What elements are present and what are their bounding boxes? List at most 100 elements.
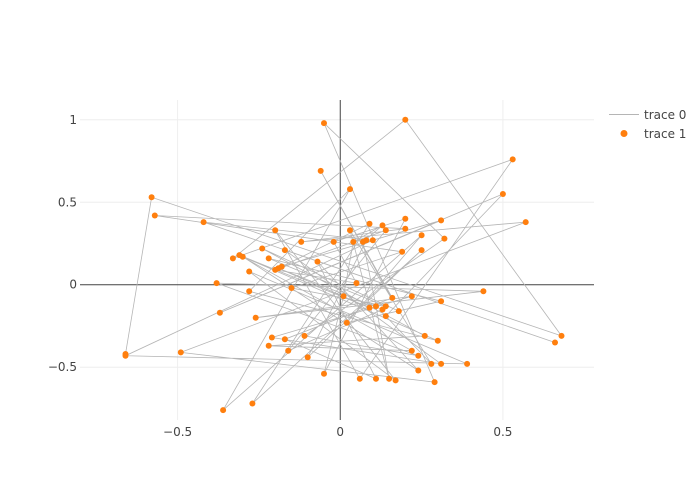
data-point [288,285,295,291]
data-point [246,268,253,275]
data-point [347,227,353,234]
data-point [552,339,558,346]
data-point [379,306,386,313]
data-point [382,227,389,234]
data-point [363,237,370,244]
data-point [402,215,409,222]
data-point [366,304,373,311]
data-point [499,191,506,197]
series-trace-0 [125,119,563,411]
data-point [431,379,438,386]
data-point [330,238,337,245]
data-point [509,156,516,163]
data-point [265,255,272,262]
data-point [340,293,347,300]
data-point [281,247,288,254]
data-point [321,120,327,127]
data-point [122,352,129,359]
data-point [343,319,350,326]
data-point [272,266,279,273]
data-point [298,238,305,245]
data-point [402,225,409,232]
data-point [281,336,288,343]
data-point [373,375,379,382]
x-tick-label: −0.5 [163,425,192,439]
y-tick-labels: −0.5 0 0.5 1 [48,113,77,374]
data-point [418,232,425,239]
data-point [272,227,279,234]
data-point [415,367,422,374]
data-point [438,217,445,224]
data-point [246,288,253,295]
data-point [259,245,266,252]
data-point [386,375,393,382]
data-point [353,280,360,287]
data-point [151,212,158,219]
data-point [369,237,376,244]
data-point [408,347,415,354]
y-tick-label: −0.5 [48,360,77,374]
traces [122,116,565,414]
y-tick-label: 0 [69,278,77,292]
data-point [148,194,155,201]
data-point [278,263,285,270]
data-point [438,298,445,305]
data-point [408,293,415,300]
data-point [480,288,487,295]
legend-label-trace-1: trace 1 [644,127,686,141]
data-point [249,400,256,407]
data-point [265,342,272,349]
legend-item-trace-1[interactable]: trace 1 [620,127,687,141]
data-point [522,219,529,226]
data-point [464,360,471,367]
data-point [216,309,223,316]
data-point [402,116,409,123]
data-point [418,247,425,254]
data-point [321,370,327,377]
legend[interactable]: trace 0 trace 1 [609,108,686,141]
data-point [229,255,236,262]
data-point [373,303,379,310]
data-point [213,280,220,287]
data-point [558,332,565,339]
y-tick-label: 0.5 [58,195,77,209]
data-point [389,294,396,301]
x-tick-label: 0.5 [493,425,512,439]
data-point [379,222,386,229]
data-point [438,360,445,367]
data-point [366,220,373,227]
data-point [434,337,441,344]
legend-label-trace-0: trace 0 [644,108,686,122]
data-point [317,167,324,174]
y-tick-label: 1 [69,113,77,127]
data-point [200,219,207,226]
series-line [125,119,563,411]
data-point [350,238,357,245]
data-point [382,313,389,320]
data-point [314,258,321,265]
data-point [285,347,292,354]
data-point [304,354,311,361]
series-trace-1 [122,116,565,414]
data-point [415,352,422,359]
data-point [421,332,428,339]
x-tick-labels: −0.5 0 0.5 [163,425,512,439]
data-point [356,375,363,382]
data-point [252,314,259,321]
data-point [268,334,275,341]
x-tick-label: 0 [336,425,344,439]
data-point [395,308,402,315]
data-point [347,186,353,193]
legend-marker-swatch [620,130,628,137]
data-point [441,235,448,242]
legend-item-trace-0[interactable]: trace 0 [609,108,686,122]
data-point [399,248,406,255]
data-point [220,407,227,414]
zero-lines [80,100,594,420]
data-point [301,332,308,339]
data-point [177,349,184,356]
data-point [428,360,435,367]
data-point [392,377,399,384]
